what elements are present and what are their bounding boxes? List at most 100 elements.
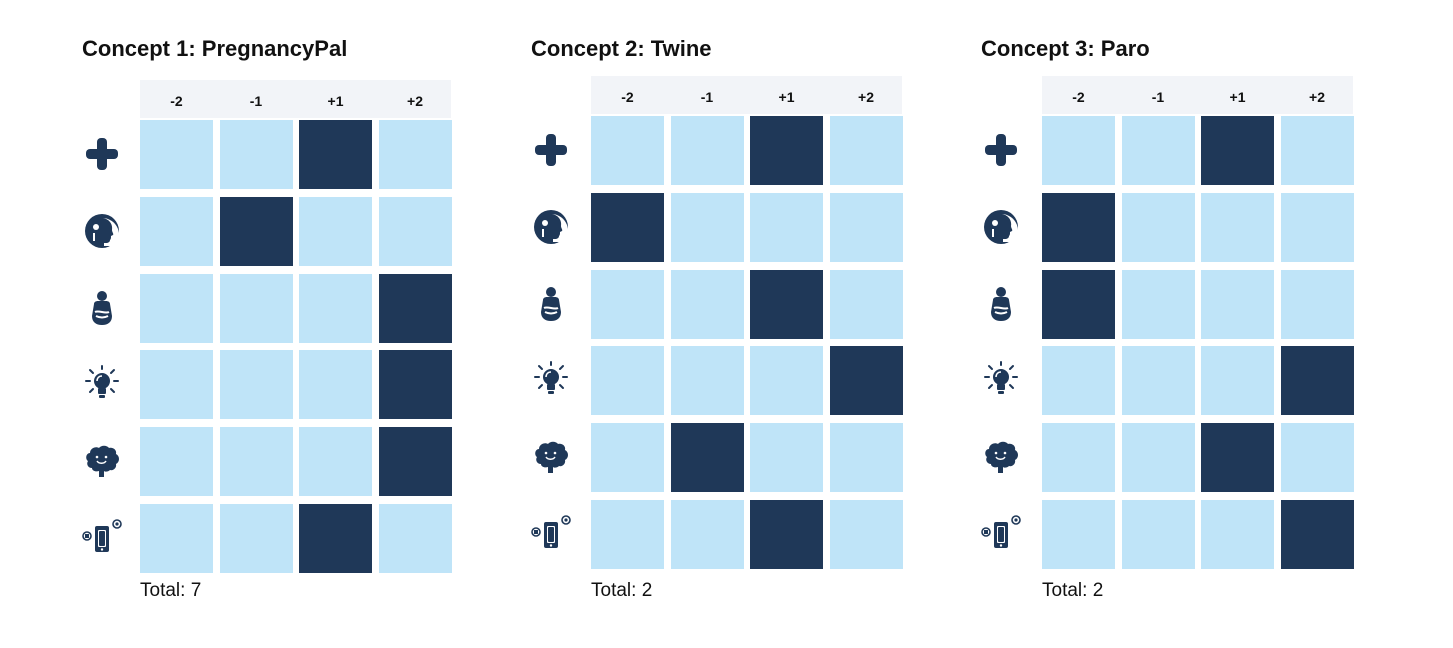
- rating-cell-pregnancy-1: [1121, 269, 1195, 339]
- rating-cell-brain-2: [299, 427, 372, 497]
- rating-cell-brain-0: [591, 423, 664, 493]
- smartphone-icon: [82, 518, 122, 558]
- rating-cell-idea-1: [670, 346, 744, 416]
- concept-panel-2: Concept 2: Twine -2 -1 +1 +2 Total: 2: [531, 0, 931, 648]
- pregnant-person-icon: [981, 284, 1021, 324]
- rating-cell-brain-1: [1121, 423, 1195, 493]
- head-profile-icon: [531, 207, 571, 247]
- scale-label: +2: [407, 93, 423, 109]
- rating-cell-medical-0: [591, 116, 664, 185]
- rating-cell-idea-2: [1201, 346, 1274, 416]
- head-profile-icon: [981, 207, 1021, 247]
- rating-cell-idea-2: [750, 346, 823, 416]
- scale-header-band: [1042, 76, 1353, 114]
- brain-icon: [82, 441, 122, 481]
- rating-cell-phone-0: [140, 504, 213, 573]
- rating-cell-head-3: [1280, 192, 1354, 262]
- rating-cell-medical-3: [378, 120, 452, 189]
- rating-cell-phone-2: [1201, 500, 1274, 569]
- rating-cell-phone-1: [670, 500, 744, 569]
- rating-cell-head-3: [829, 192, 903, 262]
- concept-total: Total: 2: [1042, 580, 1104, 601]
- rating-cell-idea-3-selected: [829, 346, 903, 416]
- rating-cell-brain-3: [1280, 423, 1354, 493]
- rating-cell-phone-3: [829, 500, 903, 569]
- rating-cell-pregnancy-2: [1201, 269, 1274, 339]
- rating-cell-phone-3-selected: [1280, 500, 1354, 569]
- rating-cell-medical-1: [670, 116, 744, 185]
- rating-cell-phone-1: [1121, 500, 1195, 569]
- rating-cell-medical-3: [1280, 116, 1354, 185]
- rating-cell-pregnancy-2: [299, 273, 372, 343]
- rating-cell-head-1-selected: [219, 196, 293, 266]
- rating-cell-idea-0: [140, 350, 213, 420]
- scale-header-band: [591, 76, 902, 114]
- scale-label: -2: [1072, 89, 1085, 105]
- scale-label: +2: [858, 89, 874, 105]
- rating-cell-head-2: [299, 196, 372, 266]
- rating-cell-medical-2-selected: [750, 116, 823, 185]
- rating-cell-medical-3: [829, 116, 903, 185]
- rating-cell-phone-0: [1042, 500, 1115, 569]
- rating-cell-phone-2-selected: [750, 500, 823, 569]
- rating-cell-head-1: [670, 192, 744, 262]
- rating-cell-head-3: [378, 196, 452, 266]
- scale-label: +1: [778, 89, 795, 105]
- concept-panel-1: Concept 1: PregnancyPal -2 -1 +1 +2 Total: 7: [82, 0, 482, 648]
- rating-cell-pregnancy-0: [591, 269, 664, 339]
- scale-label: -1: [249, 93, 263, 109]
- rating-cell-idea-3-selected: [378, 350, 452, 420]
- rating-cell-brain-1-selected: [670, 423, 744, 493]
- concept-total: Total: 2: [591, 580, 653, 601]
- concept-title: Concept 3: Paro: [981, 36, 1150, 61]
- rating-cell-medical-2-selected: [299, 120, 372, 189]
- rating-cell-head-1: [1121, 192, 1195, 262]
- rating-cell-brain-3-selected: [378, 427, 452, 497]
- rating-cell-idea-1: [219, 350, 293, 420]
- pregnant-person-icon: [82, 288, 122, 328]
- rating-cell-pregnancy-3: [829, 269, 903, 339]
- rating-cell-phone-0: [591, 500, 664, 569]
- rating-cell-idea-0: [591, 346, 664, 416]
- rating-cell-brain-0: [1042, 423, 1115, 493]
- rating-cell-pregnancy-0-selected: [1042, 269, 1115, 339]
- rating-cell-pregnancy-1: [219, 273, 293, 343]
- scale-label: -2: [170, 93, 183, 109]
- rating-cell-medical-0: [1042, 116, 1115, 185]
- medical-cross-icon: [82, 134, 122, 174]
- rating-cell-brain-3: [829, 423, 903, 493]
- rating-cell-idea-3-selected: [1280, 346, 1354, 416]
- concept-title: Concept 2: Twine: [531, 36, 712, 61]
- rating-cell-brain-1: [219, 427, 293, 497]
- rating-cell-medical-2-selected: [1201, 116, 1274, 185]
- rating-cell-head-0-selected: [1042, 192, 1115, 262]
- rating-cell-idea-0: [1042, 346, 1115, 416]
- rating-cell-brain-2-selected: [1201, 423, 1274, 493]
- medical-cross-icon: [981, 130, 1021, 170]
- scale-label: -1: [1151, 89, 1165, 105]
- rating-cell-head-0-selected: [591, 192, 664, 262]
- rating-cell-idea-2: [299, 350, 372, 420]
- brain-icon: [531, 437, 571, 477]
- rating-cell-pregnancy-2-selected: [750, 269, 823, 339]
- rating-cell-pregnancy-3: [1280, 269, 1354, 339]
- rating-cell-brain-2: [750, 423, 823, 493]
- rating-cell-head-0: [140, 196, 213, 266]
- rating-cell-medical-0: [140, 120, 213, 189]
- rating-cell-head-2: [750, 192, 823, 262]
- scale-label: +2: [1309, 89, 1325, 105]
- scale-label: +1: [327, 93, 344, 109]
- concept-panel-3: Concept 3: Paro -2 -1 +1 +2 Total: 2: [981, 0, 1381, 648]
- smartphone-icon: [981, 514, 1021, 554]
- rating-cell-brain-0: [140, 427, 213, 497]
- lightbulb-icon: [82, 364, 122, 404]
- lightbulb-icon: [531, 360, 571, 400]
- brain-icon: [981, 437, 1021, 477]
- rating-cell-pregnancy-3-selected: [378, 273, 452, 343]
- rating-cell-phone-1: [219, 504, 293, 573]
- rating-cell-phone-2-selected: [299, 504, 372, 573]
- rating-cell-idea-1: [1121, 346, 1195, 416]
- rating-cell-pregnancy-1: [670, 269, 744, 339]
- concept-title: Concept 1: PregnancyPal: [82, 36, 348, 61]
- head-profile-icon: [82, 211, 122, 251]
